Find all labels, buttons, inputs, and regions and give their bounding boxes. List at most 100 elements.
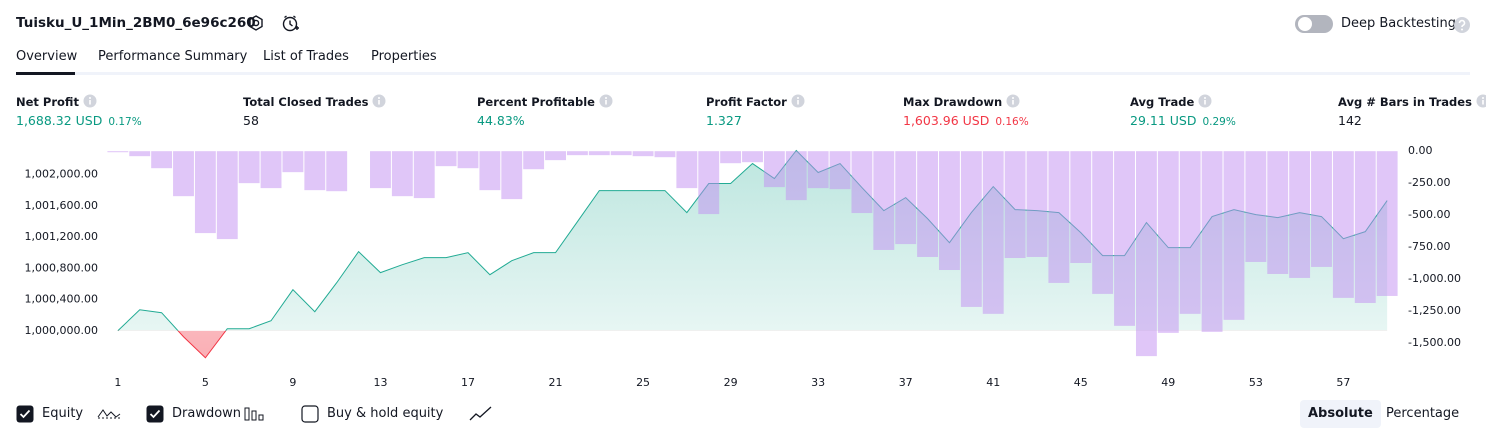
- drawdown-bar: [851, 151, 873, 214]
- x-tick-label: 29: [724, 376, 738, 389]
- tab[interactable]: List of Trades: [263, 49, 349, 64]
- metric-value-text: 29.11 USD: [1130, 113, 1197, 128]
- drawdown-bar: [129, 151, 151, 157]
- drawdown-bar: [1245, 151, 1267, 262]
- metric-value: 1,688.32 USD 0.17%: [16, 113, 142, 128]
- header-icons[interactable]: [246, 13, 306, 35]
- drawdown-bar: [457, 151, 479, 169]
- drawdown-bar: [1179, 151, 1201, 314]
- chart: 1,000,000.00 1,000,400.00 1,000,800.00 1,00…: [25, 144, 1461, 389]
- drawdown-bar: [413, 151, 435, 199]
- drawdown-bar: [1114, 151, 1135, 326]
- x-tick-label: 13: [373, 376, 387, 389]
- drawdown-bar: [960, 151, 982, 307]
- metric-percent: 0.17%: [108, 116, 142, 128]
- drawdown-bar: [917, 151, 939, 257]
- x-tick-label: 37: [899, 376, 913, 389]
- drawdown-bar: [435, 151, 457, 167]
- drawdown-bar: [216, 151, 238, 240]
- drawdown-bar: [501, 151, 523, 200]
- drawdown-bar: [238, 151, 260, 184]
- metric-value: 1.327: [706, 113, 742, 128]
- info-icon[interactable]: [83, 94, 97, 108]
- drawdown-bar: [763, 151, 785, 188]
- info-icon[interactable]: [372, 94, 386, 108]
- drawdown-bar: [151, 151, 173, 169]
- metric-label: Net Profit: [16, 94, 97, 109]
- metric-value-text: 1,603.96 USD: [903, 113, 990, 128]
- strategy-title: Tuisku_U_1Min_2BM0_6e96c260: [16, 15, 256, 31]
- legend-icon: [97, 409, 121, 419]
- drawdown-bar: [588, 151, 610, 156]
- x-tick-label: 17: [461, 376, 475, 389]
- metric-value-text: 44.83%: [477, 113, 525, 128]
- y2-tick-label: -1,250.00: [1408, 304, 1461, 317]
- active-tab-underline: [16, 72, 76, 75]
- y2-tick-label: -750.00: [1408, 240, 1450, 253]
- metric-label: Avg Trade: [1130, 94, 1212, 109]
- info-icon[interactable]: [1476, 94, 1486, 108]
- checkbox[interactable]: [301, 405, 319, 423]
- drawdown-bar: [698, 151, 720, 215]
- legend-label[interactable]: Buy & hold equity: [327, 406, 444, 421]
- metric-label-text: Profit Factor: [706, 95, 787, 109]
- view-button[interactable]: Absolute: [1300, 400, 1381, 428]
- metric-value-text: 1.327: [706, 113, 742, 128]
- checkbox[interactable]: [16, 405, 34, 423]
- drawdown-bar: [1223, 151, 1245, 320]
- y-tick-label: 1,001,200.00: [25, 230, 98, 243]
- x-tick-label: 49: [1161, 376, 1175, 389]
- drawdown-bar: [1070, 151, 1092, 263]
- metric-value: 1,603.96 USD 0.16%: [903, 113, 1029, 128]
- info-icon[interactable]: [791, 94, 805, 108]
- drawdown-bar: [1135, 151, 1157, 357]
- metric-value-text: 142: [1338, 113, 1362, 128]
- tab[interactable]: Performance Summary: [98, 49, 248, 64]
- drawdown-bar: [479, 151, 501, 191]
- legend-label[interactable]: Equity: [42, 406, 84, 421]
- info-icon[interactable]: [599, 94, 613, 108]
- drawdown-bar: [1048, 151, 1070, 283]
- drawdown-bar: [523, 151, 545, 170]
- drawdown-bar: [326, 151, 348, 192]
- drawdown-bar: [1026, 151, 1048, 257]
- checkbox[interactable]: [146, 405, 164, 423]
- x-tick-label: 1: [114, 376, 121, 389]
- metric-value: 29.11 USD 0.29%: [1130, 113, 1236, 128]
- y2-tick-label: -500.00: [1408, 208, 1450, 221]
- tab[interactable]: Overview: [16, 49, 78, 64]
- drawdown-bar: [1332, 151, 1354, 298]
- drawdown-bar: [1092, 151, 1114, 294]
- x-tick-label: 33: [811, 376, 825, 389]
- x-tick-label: 45: [1074, 376, 1088, 389]
- metric-label: Percent Profitable: [477, 94, 613, 109]
- tab[interactable]: Properties: [371, 49, 437, 64]
- drawdown-bar: [982, 151, 1004, 314]
- legend-label[interactable]: Drawdown: [172, 406, 242, 421]
- metric-value-text: 58: [243, 113, 259, 128]
- metric-label: Max Drawdown: [903, 94, 1020, 109]
- metric-value: 142: [1338, 113, 1362, 128]
- y-tick-label: 1,000,800.00: [25, 261, 98, 274]
- legend-icon: [469, 406, 492, 421]
- legend-icon: [244, 407, 264, 421]
- drawdown-bar: [676, 151, 698, 189]
- drawdown-bar: [545, 151, 566, 161]
- deep-backtesting-toggle[interactable]: [1294, 13, 1334, 35]
- y2-tick-label: -1,500.00: [1408, 336, 1461, 349]
- info-icon[interactable]: [1006, 94, 1020, 108]
- info-icon[interactable]: [1198, 94, 1212, 108]
- drawdown-bar: [742, 151, 763, 163]
- x-tick-label: 21: [549, 376, 563, 389]
- metric-label-text: Max Drawdown: [903, 95, 1003, 109]
- metric-label: Total Closed Trades: [243, 94, 386, 109]
- metric-label-text: Net Profit: [16, 95, 79, 109]
- drawdown-bar: [720, 151, 742, 164]
- view-button[interactable]: Percentage: [1386, 406, 1460, 421]
- help-icon[interactable]: [1453, 16, 1471, 34]
- drawdown-bar: [107, 151, 129, 153]
- y2-tick-label: -1,000.00: [1408, 272, 1461, 285]
- drawdown-bar: [1201, 151, 1223, 332]
- drawdown-bar: [1289, 151, 1311, 278]
- deep-backtesting-label: Deep Backtesting: [1341, 16, 1457, 31]
